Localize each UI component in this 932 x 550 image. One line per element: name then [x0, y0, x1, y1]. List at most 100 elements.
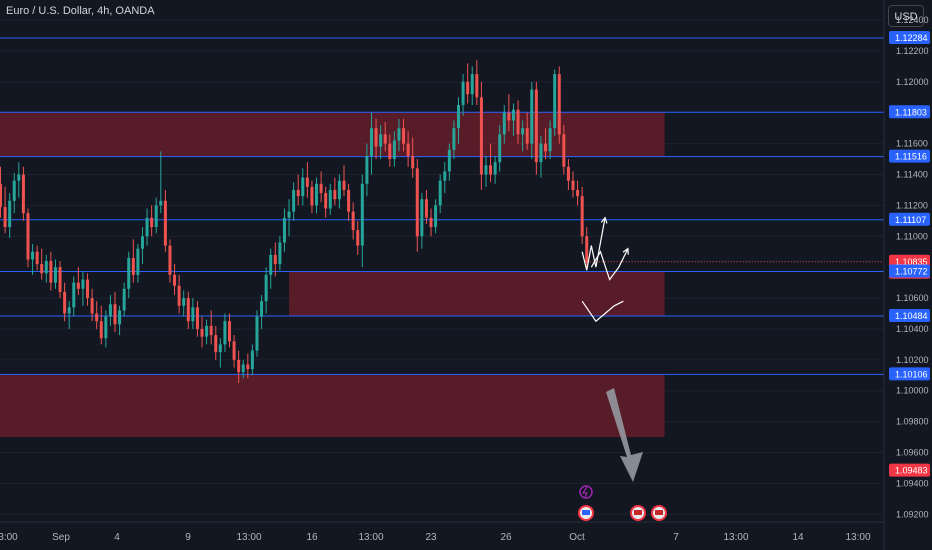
candle-body — [269, 254, 273, 275]
currency-button[interactable]: USD — [888, 5, 924, 27]
candle-body — [365, 155, 369, 184]
price-label-box — [889, 212, 930, 226]
candle-body — [360, 183, 364, 246]
candle-body — [493, 162, 497, 175]
candle-body — [333, 189, 337, 200]
price-label-text: 1.09483 — [895, 466, 928, 476]
candle-body — [278, 242, 282, 265]
candle-body — [237, 359, 241, 373]
price-label-text: 1.10106 — [895, 369, 928, 379]
price-tick-label: 1.12400 — [896, 15, 929, 25]
candle-body — [324, 193, 328, 209]
candle-body — [301, 177, 305, 197]
candle-body — [539, 143, 543, 163]
candle-body — [292, 189, 296, 212]
candle-body — [209, 325, 213, 336]
candle-body — [150, 217, 154, 228]
time-tick-label: 13:00 — [236, 532, 261, 543]
candle-body — [177, 285, 181, 306]
zone-rect — [289, 271, 665, 316]
candle-body — [214, 335, 218, 353]
time-tick-label: 3:00 — [0, 532, 18, 543]
candle-body — [576, 189, 580, 197]
candle-body — [31, 251, 35, 260]
candle-body — [566, 166, 570, 181]
eu-flag-event-icon — [582, 510, 590, 515]
time-tick-label: 9 — [185, 532, 191, 543]
candle-body — [35, 251, 39, 265]
candle-body — [273, 254, 277, 265]
candle-body — [53, 267, 57, 283]
candle-body — [186, 298, 190, 322]
candle-body — [392, 140, 396, 160]
candle-body — [315, 183, 319, 206]
candle-body — [544, 143, 548, 152]
lightning-event-icon — [581, 486, 588, 498]
candle-body — [205, 325, 209, 337]
candle-body — [26, 213, 30, 260]
time-tick-label: 7 — [673, 532, 679, 543]
candle-body — [122, 288, 126, 311]
price-tick-label: 1.10000 — [896, 386, 929, 396]
down-arrow-icon — [606, 388, 643, 482]
candle-body — [296, 189, 300, 197]
lightning-event-icon — [579, 485, 593, 499]
candle-body — [113, 304, 117, 325]
candle-body — [40, 264, 44, 274]
candle-body — [173, 274, 177, 286]
price-label-text: 1.11516 — [895, 152, 927, 162]
candle-body — [104, 316, 108, 339]
candle-body — [95, 313, 99, 322]
price-label-box — [889, 308, 930, 322]
time-tick-label: 26 — [500, 532, 512, 543]
price-label-box — [889, 149, 930, 163]
candle-body — [163, 200, 167, 246]
candle-body — [255, 316, 259, 351]
candle-body — [434, 205, 438, 228]
price-label-box — [889, 264, 930, 278]
time-tick-label: 13:00 — [845, 532, 870, 543]
candle-body — [562, 134, 566, 167]
candle-body — [241, 364, 245, 373]
candle-body — [429, 217, 433, 228]
candle-body — [90, 298, 94, 314]
candle-body — [548, 128, 552, 152]
price-label-text: 1.11803 — [895, 107, 927, 117]
candle-body — [402, 128, 406, 144]
candle-body — [580, 196, 584, 237]
candle-body — [461, 81, 465, 106]
price-tick-label: 1.11000 — [896, 231, 928, 241]
time-tick-label: Oct — [569, 532, 585, 543]
price-tick-label: 1.11400 — [896, 170, 928, 180]
candle-body — [438, 180, 442, 206]
candle-body — [250, 350, 254, 370]
candle-body — [351, 211, 355, 231]
price-label-text: 1.10772 — [895, 267, 928, 277]
candle-body — [443, 171, 447, 181]
candle-body — [319, 183, 323, 194]
candle-body — [63, 291, 67, 314]
candle-body — [406, 143, 410, 156]
candle-body — [310, 186, 314, 206]
chart-title: Euro / U.S. Dollar, 4h, OANDA — [6, 5, 155, 17]
price-tick-label: 1.11200 — [896, 200, 928, 210]
candle-body — [347, 189, 351, 212]
candle-body — [305, 177, 309, 187]
candle-body — [136, 248, 140, 275]
candle-body — [484, 165, 488, 175]
time-tick-label: Sep — [52, 532, 70, 543]
candle-body — [374, 128, 378, 147]
us-flag-event-icon — [634, 510, 642, 515]
candle-body — [553, 74, 557, 129]
candle-body — [420, 199, 424, 237]
candle-body — [557, 74, 561, 135]
candle-body — [127, 257, 131, 289]
candle-body — [246, 364, 250, 370]
candle-body — [49, 261, 53, 283]
candle-body — [530, 89, 534, 144]
candle-body — [502, 112, 506, 135]
price-label-text: 1.10484 — [895, 311, 928, 321]
candle-body — [479, 97, 483, 175]
candle-body — [457, 105, 460, 129]
